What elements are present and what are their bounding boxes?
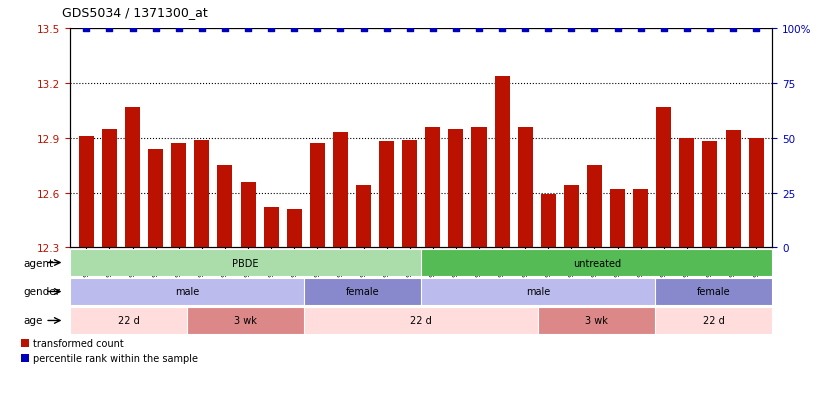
Bar [287, 209, 301, 248]
Bar [263, 208, 278, 248]
Bar [125, 107, 140, 248]
Point [426, 26, 439, 32]
Point [126, 26, 139, 32]
Bar [425, 127, 440, 248]
Point [195, 26, 208, 32]
Text: 22 d: 22 d [118, 316, 140, 326]
Point [241, 26, 254, 32]
Bar [379, 142, 394, 248]
Bar [217, 166, 232, 248]
Point [704, 26, 717, 32]
Point [588, 26, 601, 32]
Bar [102, 129, 117, 248]
Text: gender: gender [23, 287, 59, 297]
Text: untreated: untreated [572, 258, 621, 268]
Bar [310, 144, 325, 248]
Point [472, 26, 486, 32]
Text: age: age [23, 316, 42, 326]
Bar [333, 133, 348, 248]
Bar [564, 186, 579, 248]
Point [542, 26, 555, 32]
Text: 3 wk: 3 wk [586, 316, 608, 326]
Point [749, 26, 762, 32]
Bar [356, 186, 371, 248]
Point [311, 26, 324, 32]
Bar [587, 166, 602, 248]
Point [681, 26, 694, 32]
Bar [402, 140, 417, 248]
Bar [148, 150, 164, 248]
Text: percentile rank within the sample: percentile rank within the sample [32, 353, 197, 363]
Bar [21, 339, 29, 347]
Bar [495, 76, 510, 248]
Text: transformed count: transformed count [32, 338, 123, 348]
Bar [449, 129, 463, 248]
Bar [541, 195, 556, 248]
Point [357, 26, 370, 32]
Text: PBDE: PBDE [232, 258, 259, 268]
Bar [725, 131, 741, 248]
Point [726, 26, 739, 32]
Bar [194, 140, 209, 248]
Text: 22 d: 22 d [411, 316, 432, 326]
Bar [656, 107, 672, 248]
Point [149, 26, 162, 32]
Point [519, 26, 532, 32]
Bar [21, 354, 29, 362]
Point [218, 26, 231, 32]
Point [403, 26, 416, 32]
Point [611, 26, 624, 32]
Bar [518, 127, 533, 248]
Point [496, 26, 509, 32]
Point [334, 26, 347, 32]
Bar [679, 138, 695, 248]
Text: male: male [526, 287, 550, 297]
Text: GDS5034 / 1371300_at: GDS5034 / 1371300_at [62, 6, 207, 19]
Point [565, 26, 578, 32]
Point [172, 26, 185, 32]
Bar [748, 138, 764, 248]
Bar [78, 137, 94, 248]
Bar [610, 190, 625, 248]
Point [380, 26, 393, 32]
Text: male: male [175, 287, 199, 297]
Bar [171, 144, 187, 248]
Text: agent: agent [23, 258, 53, 268]
Point [80, 26, 93, 32]
Point [449, 26, 463, 32]
Point [657, 26, 671, 32]
Bar [634, 190, 648, 248]
Point [103, 26, 116, 32]
Bar [240, 182, 255, 248]
Text: 3 wk: 3 wk [235, 316, 257, 326]
Point [264, 26, 278, 32]
Point [287, 26, 301, 32]
Point [634, 26, 648, 32]
Bar [702, 142, 718, 248]
Text: female: female [346, 287, 380, 297]
Text: female: female [697, 287, 731, 297]
Bar [472, 127, 487, 248]
Text: 22 d: 22 d [703, 316, 724, 326]
